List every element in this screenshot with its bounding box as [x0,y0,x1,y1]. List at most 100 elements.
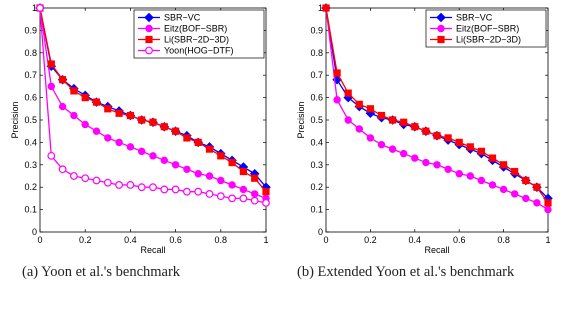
data-point-1 [126,143,135,151]
x-tick-label: 1 [263,235,268,245]
data-point-2 [333,69,341,77]
y-tick-label: 0.4 [310,137,323,147]
data-point-3 [262,198,270,207]
y-tick-label: 0 [32,227,37,237]
data-point-2 [533,183,541,191]
data-point-1 [137,147,146,156]
data-point-3 [228,194,237,203]
data-point-2 [355,100,363,108]
chart-panel-b: 0 0.2 0.4 0.6 0.8 1 0 0.1 0.2 0.3 0.4 0.5 0.6 0.7 0.8 0… [283,0,566,323]
data-point-2 [444,134,452,142]
data-point-2 [149,118,157,126]
data-point-2 [422,127,430,135]
data-point-1 [149,152,157,160]
legend-marker [145,35,153,44]
legend-entry: Li(SBR−2D−3D) [456,35,521,45]
data-point-1 [388,145,397,153]
y-tick-label: 0.2 [310,182,323,192]
data-point-1 [522,194,530,203]
legend-entry: Li(SBR−2D−3D) [164,35,229,45]
y-tick-label: 1 [32,3,37,13]
data-point-3 [239,194,248,203]
y-axis-label: Precision [296,101,306,138]
data-point-3 [149,183,157,192]
x-tick-label: 0.6 [453,235,466,245]
data-point-1 [433,161,441,169]
data-point-1 [455,170,463,178]
x-axis-label: Recall [140,245,165,255]
legend-marker [437,24,445,33]
legend-entry: Eitz(BOF−SBR) [164,24,227,34]
data-point-2 [194,138,202,146]
legend-marker [145,24,153,33]
data-point-1 [104,134,112,142]
data-point-2 [59,76,67,84]
data-point-2 [389,116,397,124]
data-point-2 [160,123,168,131]
data-point-1 [399,149,408,158]
data-point-1 [499,185,508,194]
y-tick-label: 0.1 [310,205,323,215]
data-point-2 [544,199,552,207]
data-point-1 [58,102,67,111]
data-point-3 [58,165,67,174]
data-point-1 [70,111,78,120]
y-tick-label: 0.6 [24,93,37,103]
y-tick-label: 0.8 [310,48,323,58]
data-point-1 [355,125,363,133]
data-point-1 [239,185,248,194]
legend-marker [145,46,153,55]
y-tick-label: 0.7 [24,70,37,80]
y-tick-label: 0.6 [310,93,323,103]
data-point-1 [466,172,474,180]
data-point-1 [205,172,214,180]
data-point-3 [171,185,180,194]
data-point-2 [47,60,55,68]
data-point-1 [411,154,419,162]
data-point-3 [250,196,259,205]
data-point-2 [344,89,352,97]
data-point-1 [81,120,89,129]
y-tick-label: 0.1 [24,205,37,215]
data-point-2 [400,118,408,126]
data-point-2 [138,116,146,124]
precision-recall-chart-a: 0 0.2 0.4 0.6 0.8 1 0 0.1 0.2 0.3 0.4 0.5 0.6 0.7 0.8 0… [10,3,271,255]
data-point-1 [228,181,236,189]
legend-marker [144,12,154,23]
x-tick-label: 0.4 [124,235,137,245]
data-point-1 [444,165,452,173]
y-tick-label: 0.3 [24,160,37,170]
data-point-2 [205,145,214,153]
data-point-1 [47,82,55,91]
data-point-2 [92,98,101,106]
data-point-2 [183,134,191,142]
data-point-2 [239,167,247,176]
data-point-1 [171,161,180,169]
y-tick-label: 0.9 [310,25,323,35]
data-point-3 [103,178,112,187]
data-point-2 [104,105,112,113]
legend-entry: Yoon(HOG−DTF) [164,46,233,56]
data-point-3 [194,187,203,196]
legend-marker [436,12,446,23]
legend-marker [437,35,445,44]
data-point-3 [137,183,146,192]
data-point-3 [126,181,135,189]
x-tick-label: 0.2 [364,235,377,245]
data-point-1 [488,181,497,189]
caption-a: (a) Yoon et al.'s benchmark [22,264,181,280]
data-point-3 [36,4,44,12]
x-tick-label: 0 [323,235,328,245]
data-point-1 [533,199,541,207]
data-point-2 [126,111,134,120]
data-point-3 [205,190,214,198]
data-point-1 [160,156,168,165]
data-point-1 [194,170,202,178]
legend-entry: SBR−VC [164,13,201,23]
data-point-3 [160,185,169,194]
data-point-3 [81,174,90,183]
y-tick-label: 0.5 [310,115,323,125]
data-point-1 [422,158,430,167]
data-point-2 [477,147,485,155]
x-tick-label: 0.4 [409,235,422,245]
